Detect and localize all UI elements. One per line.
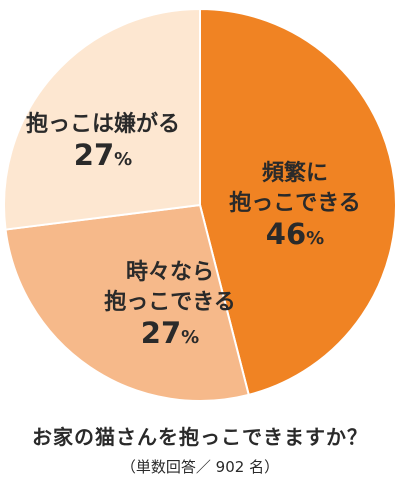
chart-title: お家の猫さんを抱っこできますか？ [32,425,368,449]
pie-slice-2 [3,7,201,231]
slice-label-0-line-0: 頻繁に [262,160,328,186]
slice-value-1: 27% [141,316,199,350]
chart-subtitle: （単数回答／ 902 名） [120,458,280,476]
slice-label-2-line-0: 抱っこは嫌がる [26,111,180,137]
slice-label-1-line-1: 抱っこできる [104,289,236,315]
slice-label-0-line-1: 抱っこできる [229,190,361,216]
slice-label-1-line-0: 時々なら [126,260,214,285]
pie-slice-1 [4,203,250,402]
pie-slice-0 [199,7,397,397]
